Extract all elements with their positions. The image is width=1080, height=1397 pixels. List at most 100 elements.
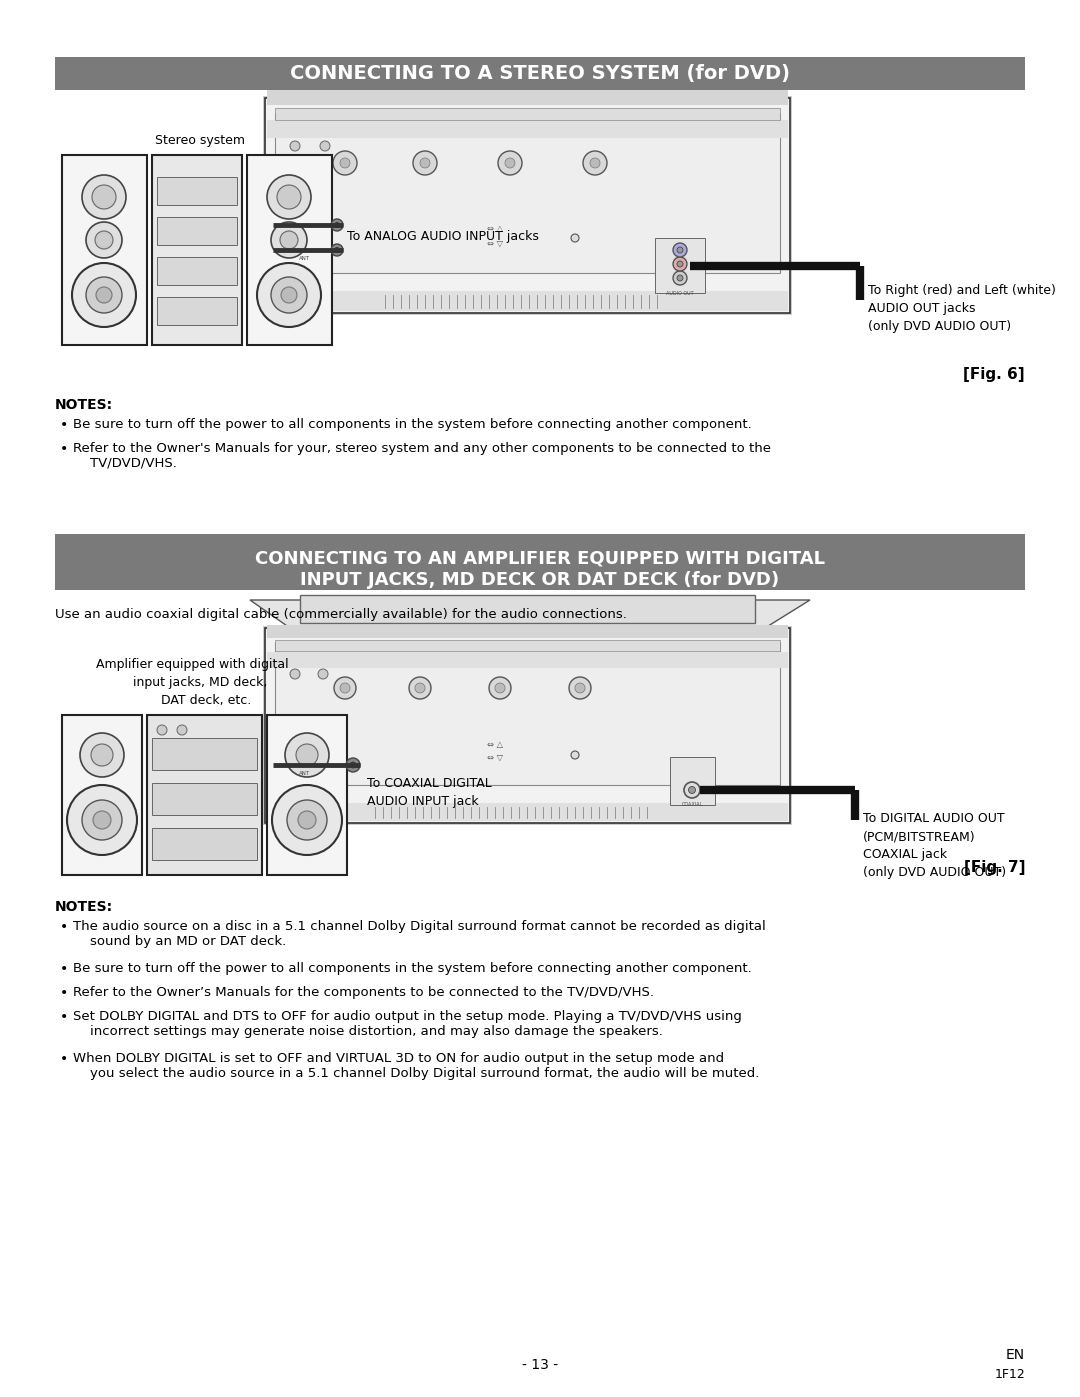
- Text: To DIGITAL AUDIO OUT
(PCM/BITSTREAM)
COAXIAL jack
(only DVD AUDIO OUT): To DIGITAL AUDIO OUT (PCM/BITSTREAM) COA…: [863, 812, 1007, 879]
- Circle shape: [505, 158, 515, 168]
- Circle shape: [320, 141, 330, 151]
- Circle shape: [281, 286, 297, 303]
- Bar: [264, 96, 792, 314]
- Circle shape: [291, 239, 303, 251]
- Circle shape: [413, 151, 437, 175]
- Bar: [264, 626, 792, 826]
- Bar: [265, 629, 789, 823]
- Circle shape: [72, 263, 136, 327]
- Circle shape: [80, 733, 124, 777]
- Circle shape: [307, 754, 319, 767]
- Bar: [62, 155, 147, 345]
- Text: ⇔ △: ⇔ △: [487, 224, 503, 232]
- Circle shape: [575, 683, 585, 693]
- Circle shape: [677, 261, 683, 267]
- Circle shape: [67, 785, 137, 855]
- Circle shape: [271, 277, 307, 313]
- Circle shape: [498, 151, 522, 175]
- Polygon shape: [249, 599, 810, 629]
- Bar: [152, 738, 257, 770]
- Text: To Right (red) and Left (white)
AUDIO OUT jacks
(only DVD AUDIO OUT): To Right (red) and Left (white) AUDIO OU…: [868, 284, 1056, 332]
- Text: •: •: [60, 921, 68, 935]
- Circle shape: [93, 812, 111, 828]
- Circle shape: [82, 175, 126, 219]
- Circle shape: [291, 754, 303, 767]
- Circle shape: [340, 158, 350, 168]
- Bar: [275, 108, 780, 120]
- Circle shape: [590, 158, 600, 168]
- Circle shape: [420, 158, 430, 168]
- Circle shape: [272, 785, 342, 855]
- Circle shape: [291, 141, 300, 151]
- Text: When DOLBY DIGITAL is set to OFF and VIRTUAL 3D to ON for audio output in the se: When DOLBY DIGITAL is set to OFF and VIR…: [73, 1052, 759, 1080]
- Circle shape: [583, 151, 607, 175]
- Circle shape: [673, 257, 687, 271]
- Circle shape: [409, 678, 431, 698]
- Circle shape: [334, 678, 356, 698]
- Circle shape: [86, 277, 122, 313]
- Circle shape: [489, 678, 511, 698]
- Circle shape: [271, 222, 307, 258]
- Circle shape: [571, 235, 579, 242]
- Circle shape: [330, 219, 343, 231]
- Circle shape: [673, 271, 687, 285]
- Text: ⇔ ▽: ⇔ ▽: [487, 753, 503, 761]
- Text: ⇔ △: ⇔ △: [487, 740, 503, 750]
- Text: [Fig. 6]: [Fig. 6]: [963, 367, 1025, 381]
- Circle shape: [318, 669, 328, 679]
- Circle shape: [82, 800, 122, 840]
- Circle shape: [330, 244, 343, 256]
- Bar: [267, 652, 788, 668]
- Text: COAXIAL: COAXIAL: [681, 802, 703, 807]
- Bar: [152, 155, 242, 345]
- Circle shape: [673, 243, 687, 257]
- Bar: [287, 745, 323, 773]
- Bar: [157, 257, 237, 285]
- Bar: [55, 57, 1025, 89]
- Text: •: •: [60, 986, 68, 1000]
- Circle shape: [280, 231, 298, 249]
- Text: •: •: [60, 441, 68, 455]
- Bar: [267, 715, 347, 875]
- Text: INPUT JACKS, MD DECK OR DAT DECK (for DVD): INPUT JACKS, MD DECK OR DAT DECK (for DV…: [300, 571, 780, 590]
- Bar: [670, 757, 715, 805]
- Circle shape: [569, 678, 591, 698]
- Bar: [147, 715, 262, 875]
- Bar: [152, 828, 257, 861]
- Circle shape: [285, 733, 329, 777]
- Circle shape: [296, 745, 318, 766]
- Text: •: •: [60, 1052, 68, 1066]
- Text: Stereo system: Stereo system: [156, 134, 245, 147]
- Text: •: •: [60, 963, 68, 977]
- Circle shape: [96, 286, 112, 303]
- Text: Use an audio coaxial digital cable (commercially available) for the audio connec: Use an audio coaxial digital cable (comm…: [55, 608, 626, 622]
- Bar: [152, 782, 257, 814]
- Circle shape: [298, 812, 316, 828]
- Text: ANT: ANT: [299, 256, 311, 261]
- Circle shape: [91, 745, 113, 766]
- Text: CONNECTING TO A STEREO SYSTEM (for DVD): CONNECTING TO A STEREO SYSTEM (for DVD): [291, 64, 789, 82]
- Circle shape: [689, 787, 696, 793]
- Text: •: •: [60, 418, 68, 432]
- Circle shape: [684, 782, 700, 798]
- Bar: [267, 120, 788, 138]
- Circle shape: [333, 151, 357, 175]
- Circle shape: [677, 247, 683, 253]
- Circle shape: [340, 683, 350, 693]
- Circle shape: [350, 761, 356, 768]
- Bar: [267, 624, 788, 638]
- Bar: [247, 155, 332, 345]
- Bar: [157, 217, 237, 244]
- Text: The audio source on a disc in a 5.1 channel Dolby Digital surround format cannot: The audio source on a disc in a 5.1 chan…: [73, 921, 766, 949]
- Bar: [275, 640, 780, 651]
- Circle shape: [291, 669, 300, 679]
- Bar: [305, 63, 750, 94]
- Circle shape: [92, 184, 116, 210]
- Bar: [300, 595, 755, 623]
- Text: 1F12: 1F12: [995, 1368, 1025, 1382]
- Circle shape: [415, 683, 426, 693]
- Circle shape: [95, 231, 113, 249]
- Polygon shape: [245, 68, 810, 98]
- Circle shape: [677, 275, 683, 281]
- Text: [Fig. 7]: [Fig. 7]: [963, 861, 1025, 875]
